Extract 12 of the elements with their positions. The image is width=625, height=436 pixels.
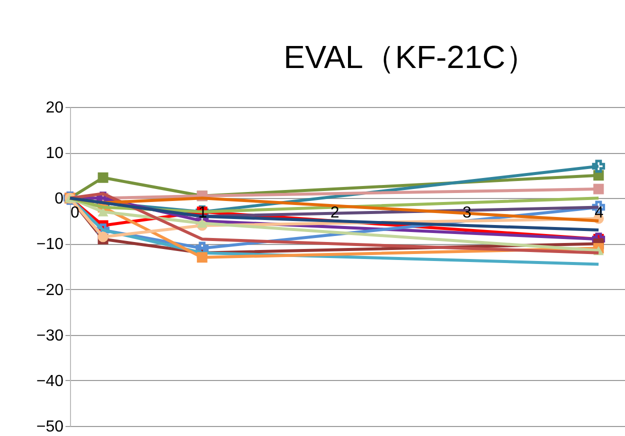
y-tick-label: 0 — [54, 190, 64, 208]
x-tick-label: 3 — [462, 204, 472, 222]
chart-title: EVAL（KF-21C） — [284, 39, 538, 75]
y-tick-label: 20 — [46, 100, 64, 116]
y-tick-label: −40 — [36, 372, 64, 390]
x-tick-label: 0 — [70, 204, 80, 222]
y-tick-label: −10 — [36, 236, 64, 254]
y-tick-label: 10 — [46, 145, 64, 162]
y-tick-label: −20 — [36, 282, 64, 299]
y-tick-label: −50 — [36, 418, 64, 436]
y-tick-label: −30 — [36, 327, 64, 344]
x-tick-label: 1 — [198, 204, 208, 222]
